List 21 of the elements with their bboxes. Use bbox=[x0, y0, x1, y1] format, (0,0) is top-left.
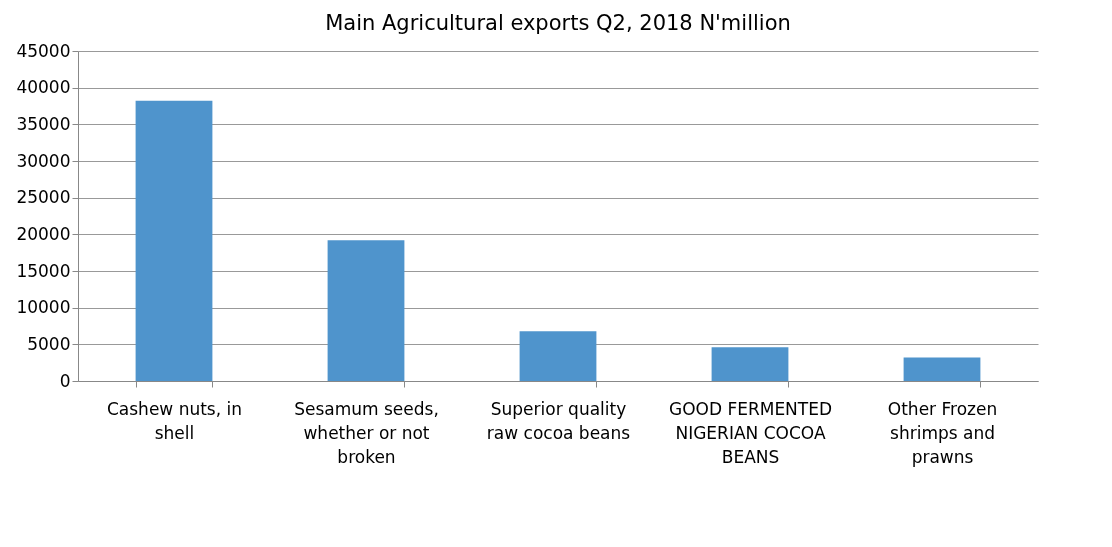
y-tick-label: 30000 bbox=[16, 150, 71, 171]
y-tick-label: 45000 bbox=[16, 40, 71, 61]
x-tick-label: Other Frozen shrimps and prawns bbox=[887, 398, 998, 467]
bar bbox=[327, 240, 405, 381]
x-tick-label: Cashew nuts, in shell bbox=[106, 398, 243, 443]
bar bbox=[135, 100, 213, 381]
y-tick-label: 10000 bbox=[16, 297, 71, 318]
y-tick-label: 35000 bbox=[16, 113, 71, 134]
bar bbox=[519, 331, 597, 381]
x-tick-label: Sesamum seeds, whether or not broken bbox=[294, 398, 439, 467]
bar bbox=[711, 347, 789, 381]
y-tick-label: 25000 bbox=[16, 187, 71, 208]
chart-title: Main Agricultural exports Q2, 2018 N'million bbox=[325, 11, 791, 35]
y-tick-label: 40000 bbox=[16, 77, 71, 98]
x-tick-label: Superior quality raw cocoa beans bbox=[486, 398, 631, 443]
y-tick-label: 20000 bbox=[16, 223, 71, 244]
bar bbox=[903, 357, 981, 381]
y-tick-label: 0 bbox=[59, 370, 71, 391]
y-tick-label: 5000 bbox=[27, 333, 71, 354]
x-tick-label: GOOD FERMENTED NIGERIAN COCOA BEANS bbox=[668, 398, 833, 467]
y-tick-label: 15000 bbox=[16, 260, 71, 281]
